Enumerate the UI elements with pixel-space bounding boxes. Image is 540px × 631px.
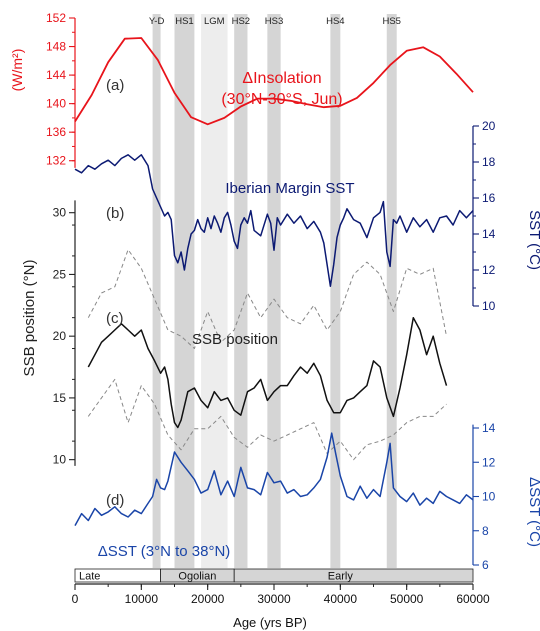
event-label-hs4: HS4	[326, 16, 344, 27]
event-band-hs1	[174, 14, 195, 568]
x-tick-label: 20000	[191, 592, 225, 606]
ssb-axis-tick-label: 25	[53, 267, 67, 281]
sst-axis-tick-label: 14	[482, 227, 496, 241]
sst-axis-tick-label: 20	[482, 119, 496, 133]
panel-a-tag: (a)	[106, 77, 124, 94]
period-label-early: Early	[328, 571, 354, 583]
series-lines	[74, 37, 474, 526]
event-label-hs2: HS2	[232, 16, 250, 27]
ssb-lower-bound-line	[87, 378, 447, 461]
panel-b-tag: (b)	[106, 205, 124, 222]
delta-sst-axis-tick-label: 10	[482, 490, 496, 504]
sst-axis-tick-label: 10	[482, 299, 496, 313]
event-band-lgm	[201, 14, 228, 568]
ssb-axis-tick-label: 10	[53, 453, 67, 467]
ssb-upper-bound-line	[87, 249, 447, 349]
event-label-hs3: HS3	[265, 16, 283, 27]
insolation-axis-tick-label: 152	[46, 11, 66, 25]
period-label-late: Late	[79, 571, 100, 583]
sst-axis-label: SST (°C)	[526, 210, 540, 270]
sst-axis-tick-label: 12	[482, 263, 496, 277]
sst-axis-tick-label: 16	[482, 191, 496, 205]
event-band-y-d	[152, 14, 161, 568]
ssb-title: SSB position	[192, 331, 278, 348]
ssb-axis-tick-label: 30	[53, 206, 67, 220]
ssb-axis-tick-label: 15	[53, 391, 67, 405]
x-tick-label: 60000	[456, 592, 490, 606]
event-band-hs4	[330, 14, 341, 568]
x-axis-title: Age (yrs BP)	[233, 615, 307, 630]
delta-sst-axis-tick-label: 12	[482, 455, 496, 469]
x-tick-label: 40000	[324, 592, 358, 606]
insolation-axis-tick-label: 136	[46, 125, 66, 139]
event-band-hs5	[386, 14, 397, 568]
insolation-axis-tick-label: 132	[46, 154, 66, 168]
event-label-hs1: HS1	[175, 16, 193, 27]
x-tick-label: 0	[72, 592, 79, 606]
event-bands: Y-D HS1 LGM HS2 HS3 HS4 HS5	[149, 14, 401, 568]
insolation-title: ΔInsolation	[242, 70, 321, 87]
insolation-axis-tick-label: 140	[46, 97, 66, 111]
panel-c-tag: (c)	[106, 310, 124, 327]
iberian-sst-title: Iberian Margin SST	[225, 180, 354, 197]
x-tick-label: 30000	[257, 592, 291, 606]
event-label-y-d: Y-D	[149, 16, 165, 27]
delta-sst-axis-tick-label: 6	[482, 558, 489, 572]
period-early	[233, 568, 474, 583]
sst-axis-tick-label: 18	[482, 155, 496, 169]
delta-sst-axis-tick-label: 8	[482, 524, 489, 538]
insolation-axis-label: (W/m²)	[9, 49, 25, 92]
insolation-axis-tick-label: 148	[46, 40, 66, 54]
delta-sst-axis-label: ΔSST (°C)	[526, 477, 540, 547]
event-band-hs2	[234, 14, 248, 568]
chart-labels: (a) ΔInsolation (30°N-30°S, Jun) (b) Ibe…	[9, 49, 540, 630]
x-tick-label: 50000	[390, 592, 424, 606]
ssb-axis-label: SSB position (°N)	[21, 260, 38, 377]
period-label-ogolian: Ogolian	[178, 571, 216, 583]
ssb-axis-tick-label: 20	[53, 329, 67, 343]
delta-sst-axis-tick-label: 14	[482, 421, 496, 435]
insolation-axis-tick-label: 144	[46, 68, 66, 82]
delta-sst-line	[74, 432, 474, 526]
iberian-sst-line	[74, 154, 474, 287]
delta-sst-title: ΔSST (3°N to 38°N)	[98, 543, 231, 560]
event-band-hs3	[267, 14, 281, 568]
panel-d-tag: (d)	[106, 492, 124, 509]
axes: Late Ogolian Early132136140144148152101214…	[46, 11, 496, 606]
ssb-position-line	[87, 316, 448, 429]
insolation-line	[74, 37, 474, 126]
event-label-lgm: LGM	[204, 16, 225, 27]
insolation-subtitle: (30°N-30°S, Jun)	[221, 91, 342, 108]
event-label-hs5: HS5	[382, 16, 400, 27]
x-tick-label: 10000	[125, 592, 159, 606]
